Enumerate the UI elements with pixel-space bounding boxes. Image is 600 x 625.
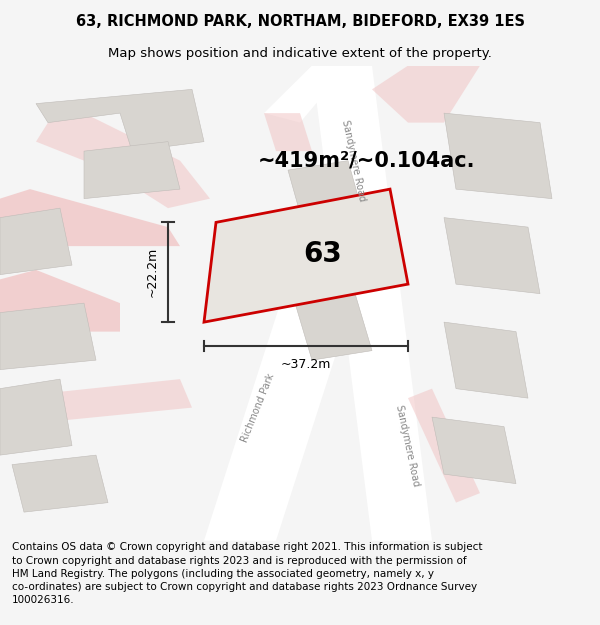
Polygon shape [444,217,540,294]
Polygon shape [444,322,528,398]
Polygon shape [288,161,372,256]
Text: Contains OS data © Crown copyright and database right 2021. This information is : Contains OS data © Crown copyright and d… [12,542,482,605]
Text: ~419m²/~0.104ac.: ~419m²/~0.104ac. [258,151,476,171]
Polygon shape [0,189,180,246]
Text: Map shows position and indicative extent of the property.: Map shows position and indicative extent… [108,48,492,60]
Polygon shape [12,455,108,512]
Polygon shape [0,379,192,427]
Polygon shape [432,417,516,484]
Polygon shape [36,89,204,151]
Text: Richmond Park: Richmond Park [239,372,277,444]
Text: 63, RICHMOND PARK, NORTHAM, BIDEFORD, EX39 1ES: 63, RICHMOND PARK, NORTHAM, BIDEFORD, EX… [76,14,524,29]
Text: 63: 63 [303,241,342,269]
Polygon shape [264,66,348,122]
Polygon shape [204,189,408,322]
Polygon shape [372,66,480,122]
Polygon shape [84,142,180,199]
Polygon shape [444,113,552,199]
Polygon shape [0,208,72,274]
Text: ~22.2m: ~22.2m [146,247,159,298]
Text: Sandymere Road: Sandymere Road [394,404,422,488]
Polygon shape [264,113,312,151]
Polygon shape [0,303,96,369]
Polygon shape [36,113,210,208]
Polygon shape [408,389,480,502]
Polygon shape [0,270,120,332]
Text: ~37.2m: ~37.2m [281,357,331,371]
Polygon shape [312,66,432,541]
Polygon shape [204,279,360,541]
Polygon shape [0,379,72,455]
Text: Sandymere Road: Sandymere Road [340,119,368,202]
Polygon shape [288,270,372,360]
